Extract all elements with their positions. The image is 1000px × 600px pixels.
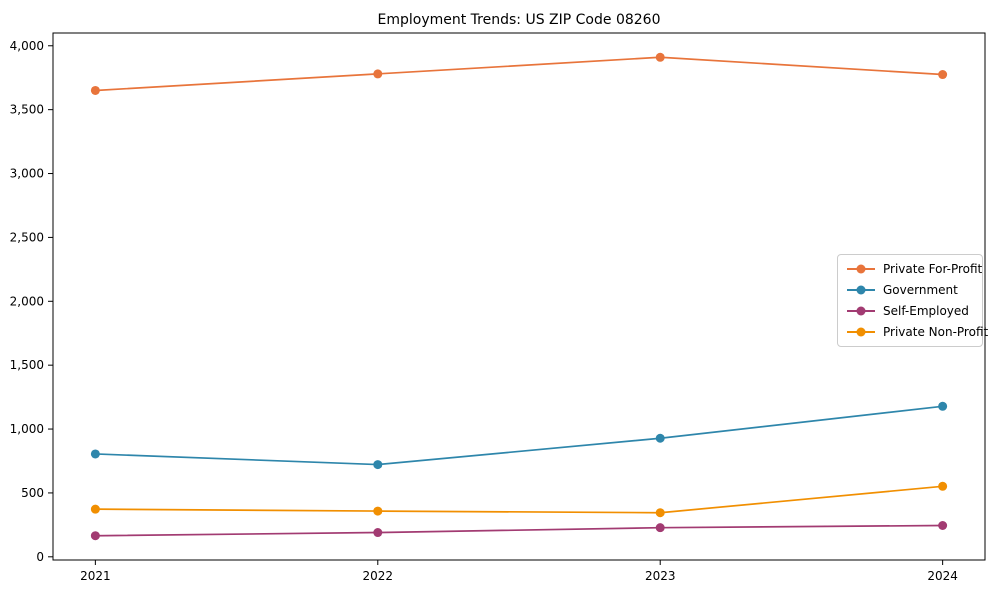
- y-tick-label: 3,000: [10, 167, 44, 181]
- legend-label: Private For-Profit: [883, 262, 983, 276]
- plot-area-border: [52, 32, 986, 561]
- data-point: [938, 521, 948, 531]
- data-point: [90, 531, 100, 541]
- data-point: [90, 449, 100, 459]
- x-tick-label: 2023: [645, 569, 676, 583]
- series-line-private-non-profit: [95, 485, 943, 514]
- y-tick-label: 3,500: [10, 103, 44, 117]
- y-tick-label: 1,500: [10, 358, 44, 372]
- legend-item-government: Government: [847, 283, 973, 297]
- y-tick-label: 4,000: [10, 39, 44, 53]
- data-point: [90, 85, 100, 95]
- data-point: [373, 460, 383, 470]
- x-tick-label: 2021: [80, 569, 111, 583]
- data-point: [655, 52, 665, 62]
- data-point: [373, 506, 383, 516]
- legend-item-private-non-profit: Private Non-Profit: [847, 325, 988, 339]
- line-marker-icon: [847, 264, 875, 274]
- chart-title: Employment Trends: US ZIP Code 08260: [377, 12, 661, 28]
- data-point: [373, 69, 383, 79]
- data-point: [90, 504, 100, 514]
- legend-item-self-employed: Self-Employed: [847, 304, 973, 318]
- legend-label: Government: [883, 283, 958, 297]
- y-tick-label: 0: [36, 550, 44, 564]
- series-line-government: [95, 405, 943, 466]
- data-point: [938, 481, 948, 491]
- line-marker-icon: [847, 327, 875, 337]
- line-marker-icon: [847, 285, 875, 295]
- y-tick-label: 500: [21, 486, 44, 500]
- data-point: [373, 528, 383, 538]
- legend: Private For-Profit Government Self-Emplo…: [837, 254, 988, 347]
- legend-label: Private Non-Profit: [883, 325, 989, 339]
- y-tick-label: 1,000: [10, 422, 44, 436]
- legend-label: Self-Employed: [883, 304, 969, 318]
- data-point: [938, 401, 948, 411]
- y-tick-label: 2,000: [10, 294, 44, 308]
- data-point: [938, 70, 948, 80]
- data-point: [655, 433, 665, 443]
- x-tick-label: 2024: [927, 569, 958, 583]
- x-tick-label: 2022: [363, 569, 394, 583]
- data-point: [655, 523, 665, 533]
- series-line-private-for-profit: [95, 56, 943, 92]
- y-tick-label: 2,500: [10, 230, 44, 244]
- legend-item-private-for-profit: Private For-Profit: [847, 262, 982, 276]
- line-marker-icon: [847, 306, 875, 316]
- data-point: [655, 508, 665, 518]
- series-line-self-employed: [95, 524, 943, 537]
